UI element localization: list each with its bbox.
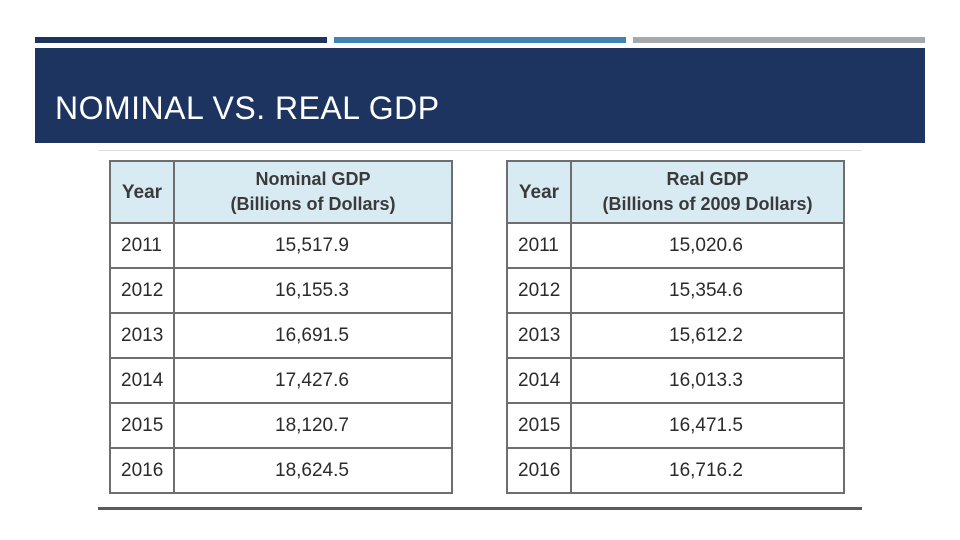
year-cell: 2012 <box>506 267 572 314</box>
table-row: 2011 15,517.9 <box>109 222 453 269</box>
nominal-gdp-table: Year Nominal GDP (Billions of Dollars) 2… <box>109 160 453 494</box>
year-cell: 2012 <box>109 267 175 314</box>
year-cell: 2011 <box>506 222 572 269</box>
nominal-gdp-column-header: Nominal GDP (Billions of Dollars) <box>173 160 453 224</box>
table-header-row: Year Real GDP (Billions of 2009 Dollars) <box>506 160 845 224</box>
value-cell: 15,517.9 <box>173 222 453 269</box>
value-cell: 16,471.5 <box>570 402 845 449</box>
table-row: 2012 15,354.6 <box>506 267 845 314</box>
value-cell: 16,013.3 <box>570 357 845 404</box>
value-cell: 16,716.2 <box>570 447 845 494</box>
table-row: 2015 18,120.7 <box>109 402 453 449</box>
year-cell: 2016 <box>109 447 175 494</box>
table-header-row: Year Nominal GDP (Billions of Dollars) <box>109 160 453 224</box>
year-column-header: Year <box>506 160 572 224</box>
table-row: 2012 16,155.3 <box>109 267 453 314</box>
year-cell: 2016 <box>506 447 572 494</box>
accent-bar-gray <box>633 37 925 43</box>
year-cell: 2015 <box>109 402 175 449</box>
year-cell: 2011 <box>109 222 175 269</box>
table-row: 2015 16,471.5 <box>506 402 845 449</box>
real-gdp-table: Year Real GDP (Billions of 2009 Dollars)… <box>506 160 845 494</box>
year-cell: 2015 <box>506 402 572 449</box>
value-cell: 18,624.5 <box>173 447 453 494</box>
table-row: 2014 17,427.6 <box>109 357 453 404</box>
header-line-1: Nominal GDP <box>255 169 371 189</box>
year-cell: 2013 <box>109 312 175 359</box>
real-gdp-column-header: Real GDP (Billions of 2009 Dollars) <box>570 160 845 224</box>
value-cell: 15,020.6 <box>570 222 845 269</box>
table-row: 2013 15,612.2 <box>506 312 845 359</box>
title-band: NOMINAL VS. REAL GDP <box>35 48 925 143</box>
gdp-tables-picture: Year Nominal GDP (Billions of Dollars) 2… <box>98 150 862 510</box>
value-cell: 15,354.6 <box>570 267 845 314</box>
table-row: 2011 15,020.6 <box>506 222 845 269</box>
table-row: 2016 16,716.2 <box>506 447 845 494</box>
header-line-2: (Billions of 2009 Dollars) <box>602 194 813 214</box>
accent-bar-blue <box>334 37 626 43</box>
year-cell: 2013 <box>506 312 572 359</box>
year-column-header: Year <box>109 160 175 224</box>
value-cell: 18,120.7 <box>173 402 453 449</box>
table-row: 2014 16,013.3 <box>506 357 845 404</box>
value-cell: 15,612.2 <box>570 312 845 359</box>
header-line-2: (Billions of Dollars) <box>230 194 396 214</box>
slide-title: NOMINAL VS. REAL GDP <box>55 90 440 126</box>
year-cell: 2014 <box>109 357 175 404</box>
value-cell: 17,427.6 <box>173 357 453 404</box>
header-line-1: Real GDP <box>666 169 749 189</box>
value-cell: 16,691.5 <box>173 312 453 359</box>
table-row: 2013 16,691.5 <box>109 312 453 359</box>
accent-bar-dark <box>35 37 327 43</box>
table-row: 2016 18,624.5 <box>109 447 453 494</box>
value-cell: 16,155.3 <box>173 267 453 314</box>
year-cell: 2014 <box>506 357 572 404</box>
